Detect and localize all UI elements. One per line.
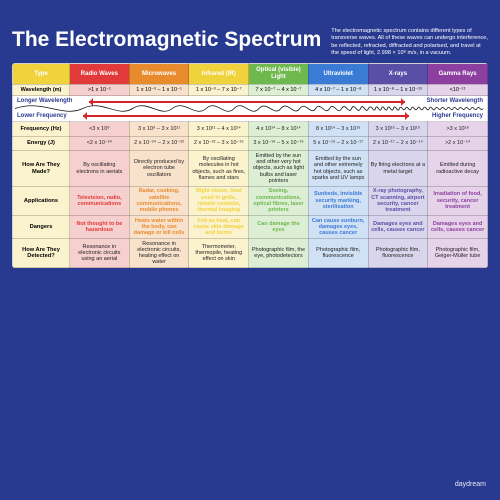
property-cell: Photographic film, the eye, photodetecto… — [249, 239, 309, 268]
property-cell: Irradiation of food, security, cancer tr… — [428, 186, 488, 215]
poster-frame: The Electromagnetic Spectrum The electro… — [0, 0, 500, 500]
spectrum-table: TypeRadio WavesMicrowavesInfrared (IR)Op… — [12, 63, 488, 268]
property-cell: Thermometer, thermopile, heating effect … — [189, 239, 249, 268]
property-cell: 3 x 10⁻¹⁹ – 5 x 10⁻¹⁹ — [249, 136, 309, 151]
band-header: X-rays — [368, 64, 428, 85]
band-header: Microwaves — [129, 64, 189, 85]
property-cell: 2 x 10⁻²² – 3 x 10⁻¹⁹ — [189, 136, 249, 151]
property-row: Energy (J)<2 x 10⁻²⁴2 x 10⁻²⁴ – 2 x 10⁻²… — [13, 136, 488, 151]
property-cell: Felt as heat, can cause skin damage and … — [189, 216, 249, 239]
wavelength-cell: <10⁻¹¹ — [428, 84, 488, 95]
property-cell: 2 x 10⁻¹⁷ – 2 x 10⁻¹⁴ — [368, 136, 428, 151]
property-cell: Photographic film, Geiger-Müller tube — [428, 239, 488, 268]
title: The Electromagnetic Spectrum — [12, 28, 321, 57]
wavelength-cell: >1 x 10⁻¹ — [70, 84, 130, 95]
property-cell: 4 x 10¹⁴ – 8 x 10¹⁴ — [249, 122, 309, 137]
property-cell: Emitted by the sun and other very hot ob… — [249, 151, 309, 187]
property-cell: Damages eyes and cells, causes cancer — [428, 216, 488, 239]
wavelength-cell: 1 x 10⁻⁸ – 1 x 10⁻¹³ — [368, 84, 428, 95]
wavelength-row: Wavelength (m)>1 x 10⁻¹1 x 10⁻³ – 1 x 10… — [13, 84, 488, 95]
property-cell: By firing electrons at a metal target — [368, 151, 428, 187]
property-row: How Are They Detected?Resonance in elect… — [13, 239, 488, 268]
property-cell: Damages eyes and cells, causes cancer — [368, 216, 428, 239]
intro-text: The electromagnetic spectrum contains di… — [331, 28, 488, 57]
property-cell: <2 x 10⁻²⁴ — [70, 136, 130, 151]
property-label: Applications — [13, 186, 70, 215]
property-cell: By oscillating molecules in hot objects,… — [189, 151, 249, 187]
property-cell: Night vision, heat used in grills, remot… — [189, 186, 249, 215]
wavelength-cell: 1 x 10⁻³ – 1 x 10⁻¹ — [129, 84, 189, 95]
property-cell: <3 x 10⁹ — [70, 122, 130, 137]
higher-frequency-label: Higher Frequency — [432, 113, 483, 120]
property-cell: Photographic film, fluorescence — [308, 239, 368, 268]
property-cell: 3 x 10¹⁶ – 3 x 10¹⁹ — [368, 122, 428, 137]
wavelength-cell: 4 x 10⁻⁷ – 1 x 10⁻⁸ — [308, 84, 368, 95]
properties-body: Frequency (Hz)<3 x 10⁹3 x 10⁹ – 3 x 10¹¹… — [13, 122, 488, 268]
property-cell: Sunbeds, invisible security marking, ste… — [308, 186, 368, 215]
property-cell: 8 x 10¹⁴ – 3 x 10¹⁶ — [308, 122, 368, 137]
property-row: Frequency (Hz)<3 x 10⁹3 x 10⁹ – 3 x 10¹¹… — [13, 122, 488, 137]
property-cell: Directly produced by electron tube oscil… — [129, 151, 189, 187]
header: The Electromagnetic Spectrum The electro… — [12, 28, 488, 57]
wavelength-cell: 7 x 10⁻⁷ – 4 x 10⁻⁷ — [249, 84, 309, 95]
property-cell: 3 x 10¹¹ – 4 x 10¹⁴ — [189, 122, 249, 137]
property-label: Frequency (Hz) — [13, 122, 70, 137]
property-cell: Radar, cooking, satellite communications… — [129, 186, 189, 215]
property-label: Energy (J) — [13, 136, 70, 151]
lower-frequency-label: Lower Frequency — [17, 113, 67, 120]
band-header: Radio Waves — [70, 64, 130, 85]
property-cell: Can damage the eyes — [249, 216, 309, 239]
footer-logo: daydream — [455, 481, 486, 488]
type-corner: Type — [13, 64, 70, 85]
property-row: DangersNot thought to be hazardousHeats … — [13, 216, 488, 239]
band-header: Ultraviolet — [308, 64, 368, 85]
band-header: Infrared (IR) — [189, 64, 249, 85]
property-cell: Resonance in electronic circuits using a… — [70, 239, 130, 268]
property-cell: Television, radio, communications — [70, 186, 130, 215]
property-cell: Heats water within the body, can damage … — [129, 216, 189, 239]
type-header-row: TypeRadio WavesMicrowavesInfrared (IR)Op… — [13, 64, 488, 85]
property-row: ApplicationsTelevision, radio, communica… — [13, 186, 488, 215]
property-cell: Emitted by the sun and other extremely h… — [308, 151, 368, 187]
property-cell: Emitted during radioactive decay — [428, 151, 488, 187]
property-cell: X-ray photography, CT scanning, airport … — [368, 186, 428, 215]
property-label: Dangers — [13, 216, 70, 239]
property-cell: Can cause sunburn, damages eyes, causes … — [308, 216, 368, 239]
property-label: How Are They Detected? — [13, 239, 70, 268]
wavelength-cell: 1 x 10⁻³ – 7 x 10⁻⁷ — [189, 84, 249, 95]
spectrum-panel: TypeRadio WavesMicrowavesInfrared (IR)Op… — [12, 63, 488, 268]
property-cell: >2 x 10⁻¹⁴ — [428, 136, 488, 151]
property-cell: 5 x 10⁻¹⁹ – 2 x 10⁻¹⁷ — [308, 136, 368, 151]
property-label: How Are They Made? — [13, 151, 70, 187]
band-header: Optical (visible) Light — [249, 64, 309, 85]
wave-band-row: Longer Wavelength Shorter Wavelength Low… — [13, 96, 488, 122]
property-cell: 3 x 10⁹ – 3 x 10¹¹ — [129, 122, 189, 137]
property-cell: 2 x 10⁻²⁴ – 2 x 10⁻²² — [129, 136, 189, 151]
property-cell: Photographic film, fluorescence — [368, 239, 428, 268]
property-cell: Seeing, communications, optical fibres, … — [249, 186, 309, 215]
property-row: How Are They Made?By oscillating electro… — [13, 151, 488, 187]
property-cell: Not thought to be hazardous — [70, 216, 130, 239]
property-cell: Resonance in electronic circuits, heatin… — [129, 239, 189, 268]
wavelength-label: Wavelength (m) — [13, 84, 70, 95]
property-cell: By oscillating electrons in aerials — [70, 151, 130, 187]
band-header: Gamma Rays — [428, 64, 488, 85]
property-cell: >3 x 10¹⁸ — [428, 122, 488, 137]
